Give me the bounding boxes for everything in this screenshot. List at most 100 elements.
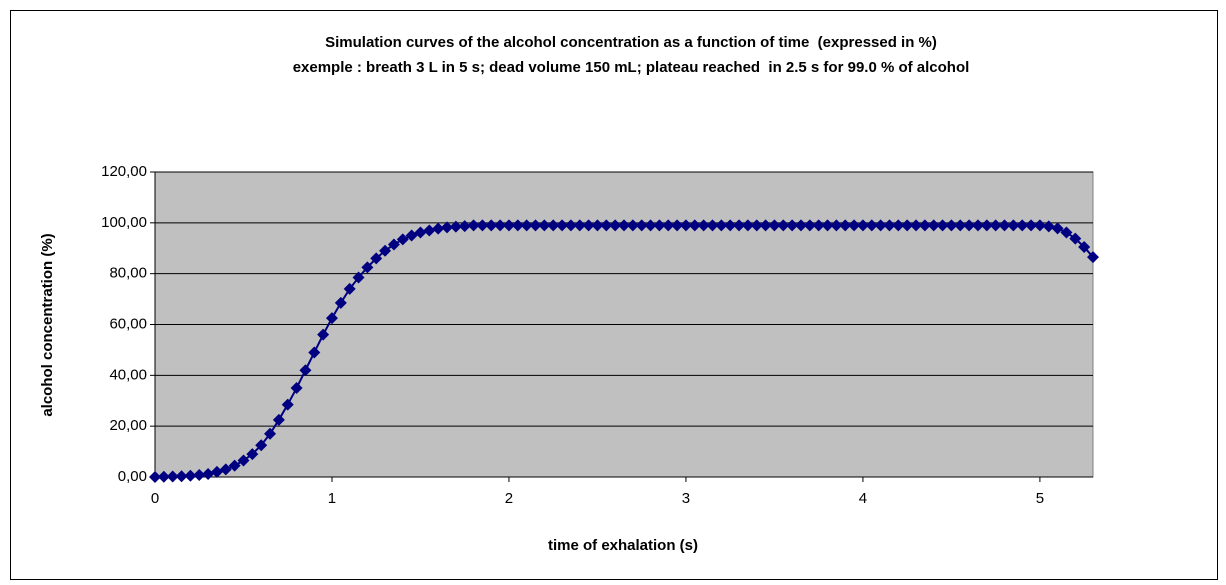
data-point (458, 220, 471, 233)
data-point (803, 219, 816, 232)
data-point (272, 413, 285, 426)
data-point (343, 282, 356, 295)
data-point (299, 364, 312, 377)
data-point (662, 219, 675, 232)
y-tick-label: 100,00 (101, 214, 147, 231)
data-point (202, 467, 215, 480)
data-point (591, 219, 604, 232)
data-point (547, 219, 560, 232)
data-point (520, 219, 533, 232)
data-point (175, 470, 188, 483)
data-point (1087, 251, 1099, 264)
data-point (883, 219, 896, 232)
data-point (626, 219, 639, 232)
data-point (865, 219, 878, 232)
data-point (396, 233, 409, 246)
data-point (423, 224, 436, 237)
data-point (502, 219, 515, 232)
data-point (963, 219, 976, 232)
data-point (1069, 232, 1082, 245)
data-point (618, 219, 630, 232)
x-tick-label: 1 (328, 490, 336, 507)
data-point (839, 219, 852, 232)
data-point (998, 219, 1011, 232)
data-point (264, 427, 277, 440)
data-point (281, 398, 294, 411)
data-point (918, 219, 931, 232)
data-point (352, 271, 365, 284)
data-point (387, 238, 400, 251)
y-tick-label: 0,00 (118, 468, 147, 485)
data-point (1033, 219, 1046, 232)
data-point (741, 219, 754, 232)
data-point (901, 219, 914, 232)
data-point (1025, 219, 1038, 232)
data-point (582, 219, 595, 232)
data-point (564, 219, 577, 232)
data-point (370, 252, 383, 265)
data-point (715, 219, 728, 232)
data-point (414, 226, 427, 239)
data-point (679, 219, 692, 232)
x-tick-label: 0 (151, 490, 159, 507)
chart-subtitle: exemple : breath 3 L in 5 s; dead volume… (293, 59, 970, 76)
data-point (644, 219, 657, 232)
data-point (1016, 219, 1029, 232)
data-point (777, 219, 790, 232)
data-point (688, 219, 701, 232)
x-tick-label: 2 (505, 490, 513, 507)
data-point (768, 219, 781, 232)
data-point (848, 219, 861, 232)
y-tick-label: 80,00 (109, 265, 147, 282)
data-point (697, 219, 710, 232)
data-point (830, 219, 843, 232)
x-tick-label: 5 (1036, 490, 1044, 507)
x-tick-label: 3 (682, 490, 690, 507)
data-point (317, 328, 330, 341)
data-point (476, 219, 489, 232)
data-point (166, 470, 179, 483)
x-axis-label: time of exhalation (s) (548, 537, 698, 554)
data-point (971, 219, 984, 232)
data-point (334, 296, 347, 309)
data-point (874, 219, 887, 232)
data-point (1007, 219, 1020, 232)
data-point (441, 221, 454, 234)
data-point (980, 219, 993, 232)
data-point (786, 219, 799, 232)
data-point (1042, 220, 1055, 233)
y-tick-label: 60,00 (109, 315, 147, 332)
data-point (600, 219, 613, 232)
data-point (573, 219, 586, 232)
data-point (485, 219, 498, 232)
y-tick-label: 20,00 (109, 417, 147, 434)
data-point (750, 219, 763, 232)
data-point (892, 219, 905, 232)
data-point (812, 219, 825, 232)
data-point (910, 219, 923, 232)
data-point (379, 244, 392, 257)
data-point (511, 219, 524, 232)
y-tick-label: 120,00 (101, 163, 147, 180)
data-point (1078, 240, 1091, 253)
data-point (609, 219, 622, 232)
data-point (653, 219, 666, 232)
data-point (954, 219, 967, 232)
data-point (210, 465, 223, 478)
data-point (706, 219, 719, 232)
data-point (936, 219, 949, 232)
data-point (184, 469, 197, 482)
data-point (149, 471, 161, 483)
data-point (1060, 226, 1073, 239)
y-axis-label: alcohol concentration (%) (39, 233, 56, 416)
data-point (927, 219, 940, 232)
x-tick-label: 4 (859, 490, 867, 507)
data-point (219, 463, 232, 476)
y-tick-label: 40,00 (109, 366, 147, 383)
data-point (246, 448, 259, 461)
data-point (733, 219, 746, 232)
data-point (759, 219, 772, 232)
data-point (325, 312, 338, 325)
data-point (361, 261, 374, 274)
